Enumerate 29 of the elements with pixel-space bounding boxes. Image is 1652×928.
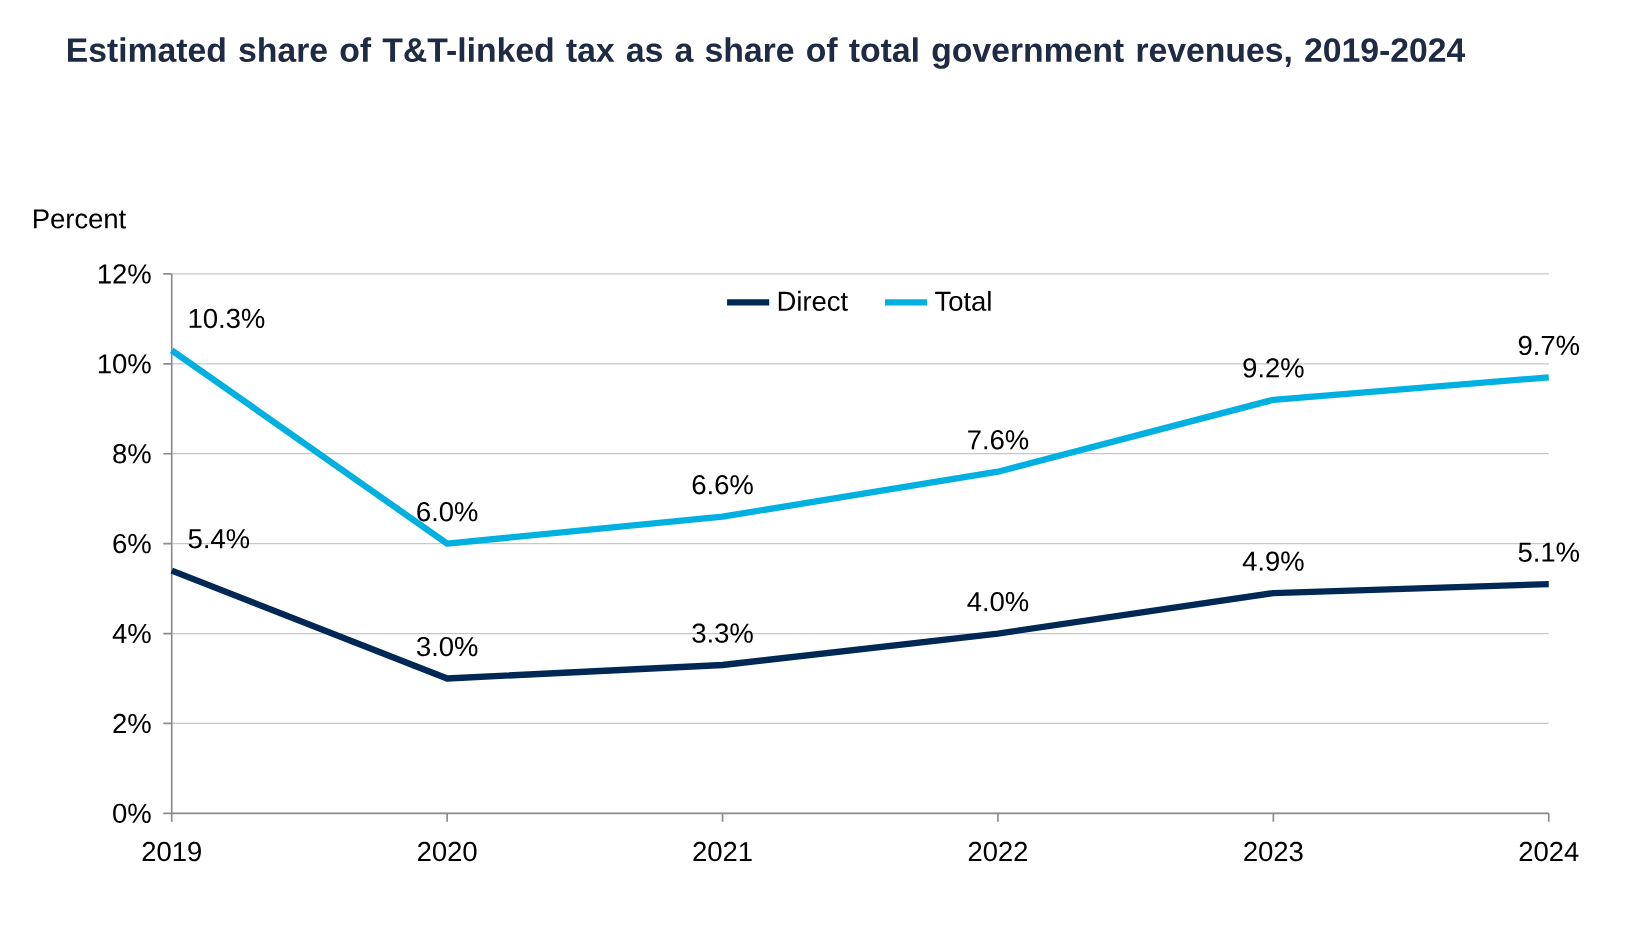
x-tick-label: 2023 xyxy=(1244,841,1303,862)
x-tick-label: 2024 xyxy=(1519,841,1579,862)
data-label: 5.4% xyxy=(188,529,250,549)
y-tick-label: 10% xyxy=(98,354,151,374)
data-label: 4.9% xyxy=(1242,551,1304,571)
x-tick-label: 2022 xyxy=(968,841,1028,862)
data-label: 6.0% xyxy=(417,501,478,522)
x-tick-label: 2020 xyxy=(418,841,477,862)
data-label: 10.3% xyxy=(189,308,265,329)
x-tick-label: 2021 xyxy=(693,841,752,862)
legend-label: Direct xyxy=(778,290,848,311)
x-tick-label: 2019 xyxy=(142,841,201,862)
chart-title: Estimated share of T&T-linked tax as a share of total government revenues, 2019-2024 xyxy=(67,37,1466,69)
data-label: 5.1% xyxy=(1518,542,1580,562)
y-tick-label: 4% xyxy=(112,623,151,644)
y-tick-label: 6% xyxy=(113,533,151,554)
data-label: 9.2% xyxy=(1243,358,1304,378)
data-label: 7.6% xyxy=(968,430,1029,450)
data-label: 3.3% xyxy=(692,623,753,643)
legend-label: Total xyxy=(935,290,991,311)
y-axis-title: Percent xyxy=(34,209,126,229)
y-tick-label: 0% xyxy=(113,803,151,823)
data-label: 3.0% xyxy=(416,636,478,657)
y-tick-label: 2% xyxy=(113,713,151,733)
data-label: 9.7% xyxy=(1518,335,1580,356)
data-label: 4.0% xyxy=(967,591,1029,612)
data-label: 6.6% xyxy=(692,474,753,495)
y-tick-label: 8% xyxy=(113,443,151,464)
y-tick-label: 12% xyxy=(98,264,151,284)
